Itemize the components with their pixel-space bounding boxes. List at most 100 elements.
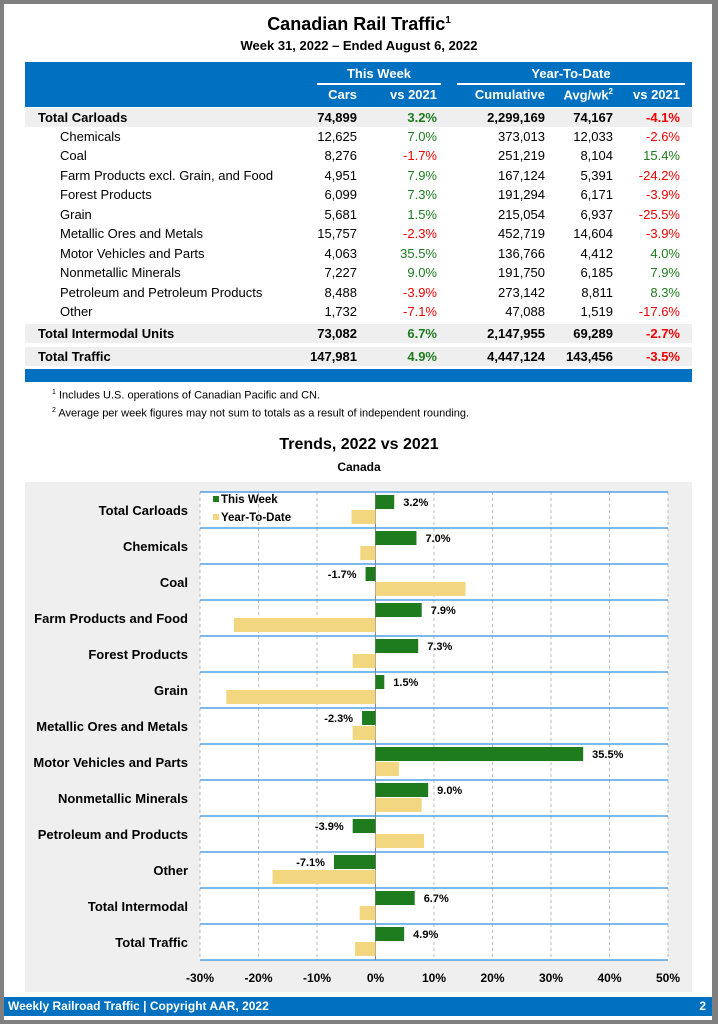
data-label: 7.0%: [425, 533, 450, 545]
bar-ytd: [360, 546, 376, 560]
cumulative: 191,294: [498, 187, 545, 202]
avg-wk: 8,811: [581, 284, 613, 300]
ytd-vs-2021: -25.5%: [638, 206, 680, 222]
table-row: Total Carloads 74,899 3.2% 2,299,169 74,…: [25, 107, 692, 127]
bar-ytd: [355, 942, 376, 956]
col-avg: Avg/wk2: [563, 87, 613, 103]
x-tick-label: 30%: [539, 971, 563, 985]
category-label: Other: [153, 863, 188, 878]
cars: 5,681: [324, 206, 357, 222]
cars: 147,981: [310, 349, 357, 364]
category-label: Petroleum and Products: [38, 827, 188, 842]
cars: 8,276: [324, 148, 357, 163]
footer-text: Weekly Railroad Traffic | Copyright AAR,…: [8, 999, 269, 1013]
ytd-vs-2021: -3.9%: [646, 226, 680, 241]
avg-wk: 8,104: [580, 148, 613, 163]
bar-this-week: [333, 855, 376, 869]
cars: 1,732: [324, 304, 357, 319]
table-row: Metallic Ores and Metals 15,757 -2.3% 45…: [25, 224, 692, 244]
bar-this-week: [365, 567, 376, 581]
category-label: Chemicals: [123, 539, 188, 554]
chart-subtitle: Canada: [337, 460, 381, 474]
trends-chart: Total Carloads 3.2% Chemicals 7.0% Coal -1.7%…: [33, 491, 680, 985]
ytd-vs-2021: -2.7%: [646, 326, 680, 341]
data-label: 6.7%: [424, 893, 449, 905]
ytd-vs-2021: 8.3%: [650, 284, 680, 300]
category-label: Metallic Ores and Metals: [36, 719, 188, 734]
vs-2021: -3.9%: [403, 284, 437, 300]
vs-2021: 9.0%: [407, 265, 437, 280]
col-vs2021: vs 2021: [390, 87, 437, 102]
category-label: Forest Products: [88, 647, 188, 662]
vs-2021: 6.7%: [407, 326, 437, 341]
row-label: Farm Products excl. Grain, and Food: [60, 167, 274, 183]
legend-swatch-ytd: [213, 514, 219, 520]
bar-this-week: [362, 711, 376, 725]
row-label: Coal: [60, 148, 87, 163]
avg-wk: 4,412: [580, 245, 613, 261]
avg-wk: 69,289: [573, 326, 613, 341]
data-label: -7.1%: [296, 857, 325, 869]
bar-ytd: [272, 870, 376, 884]
cars: 74,899: [317, 110, 357, 125]
category-label: Total Traffic: [115, 935, 188, 950]
bar-ytd: [233, 618, 376, 632]
vs-2021: 35.5%: [400, 245, 437, 261]
legend-ytd: Year-To-Date: [221, 512, 291, 524]
row-label: Grain: [60, 206, 92, 222]
ytd-vs-2021: 15.4%: [643, 148, 680, 163]
x-tick-label: -20%: [244, 971, 272, 985]
bar-ytd: [375, 798, 422, 812]
x-tick-label: 0%: [367, 971, 385, 985]
avg-wk: 14,604: [573, 226, 613, 241]
cars: 7,227: [324, 265, 357, 280]
page-number: 2: [699, 999, 706, 1013]
bar-ytd: [375, 834, 425, 848]
data-label: 7.3%: [427, 641, 452, 653]
cumulative: 136,766: [498, 245, 545, 261]
table-row: Chemicals 12,625 7.0% 373,013 12,033 -2.…: [25, 127, 692, 147]
x-tick-label: 20%: [480, 971, 504, 985]
group-ytd: Year-To-Date: [457, 66, 685, 85]
cumulative: 167,124: [498, 167, 545, 183]
cars: 73,082: [317, 326, 357, 341]
table-row: Total Intermodal Units 73,082 6.7% 2,147…: [25, 323, 692, 343]
group-this-week: This Week: [317, 66, 441, 85]
page-subtitle: Week 31, 2022 – Ended August 6, 2022: [240, 38, 478, 53]
x-tick-label: 50%: [656, 971, 680, 985]
category-label: Total Intermodal: [88, 899, 188, 914]
bar-this-week: [352, 819, 376, 833]
category-label: Motor Vehicles and Parts: [33, 755, 188, 770]
x-tick-label: 10%: [422, 971, 446, 985]
table-bottom-band: [25, 369, 692, 382]
avg-wk: 1,519: [580, 304, 613, 319]
avg-wk: 6,937: [580, 206, 613, 222]
avg-wk: 74,167: [573, 110, 613, 125]
vs-2021: 7.9%: [407, 167, 437, 183]
vs-2021: -2.3%: [403, 226, 437, 241]
data-label: -2.3%: [324, 713, 353, 725]
ytd-vs-2021: -24.2%: [638, 167, 680, 183]
category-label: Total Carloads: [99, 503, 188, 518]
bar-this-week: [375, 891, 415, 905]
footnote-1: 1 Includes U.S. operations of Canadian P…: [52, 389, 321, 402]
row-label: Total Intermodal Units: [38, 326, 175, 341]
cumulative: 4,447,124: [487, 349, 545, 364]
bar-ytd: [352, 654, 376, 668]
data-label: 9.0%: [437, 785, 462, 797]
cumulative: 2,299,169: [487, 110, 545, 125]
row-label: Petroleum and Petroleum Products: [60, 284, 263, 300]
category-label: Coal: [160, 575, 188, 590]
vs-2021: -1.7%: [403, 148, 437, 163]
bar-this-week: [375, 639, 419, 653]
table-row: Farm Products excl. Grain, and Food 4,95…: [25, 166, 692, 186]
vs-2021: 7.0%: [407, 128, 437, 144]
cumulative: 47,088: [505, 304, 545, 319]
bar-this-week: [375, 747, 584, 761]
row-label: Total Carloads: [38, 110, 128, 125]
bar-this-week: [375, 783, 429, 797]
row-label: Metallic Ores and Metals: [60, 226, 204, 241]
row-label: Forest Products: [60, 187, 152, 202]
row-label: Chemicals: [60, 128, 121, 144]
bar-this-week: [375, 531, 417, 545]
